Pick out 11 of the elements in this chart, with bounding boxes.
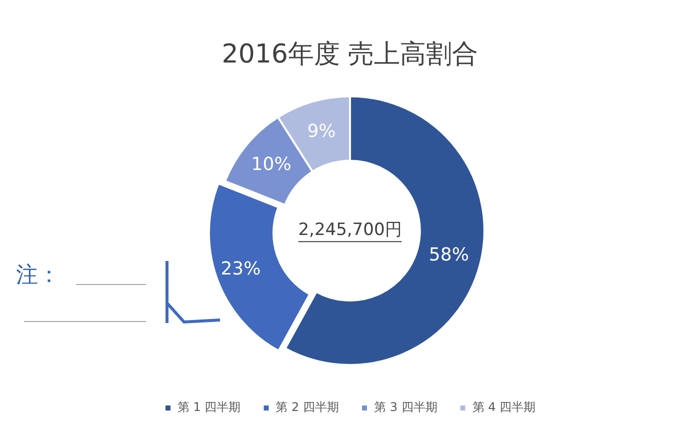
data-label: 10% <box>251 154 292 176</box>
text: 注： <box>16 262 60 290</box>
legend-label: 第 4 四半期 <box>472 400 536 414</box>
data-label: 23% <box>220 258 261 280</box>
legend-label: 第 1 四半期 <box>177 400 241 414</box>
data-label: 9% <box>307 121 336 142</box>
text: 2,245,700円 <box>298 220 402 240</box>
chart-title: 2016年度 売上高割合 <box>222 39 478 70</box>
legend-label: 第 2 四半期 <box>276 400 339 414</box>
data-label: 58% <box>428 244 469 266</box>
legend-label: 第 3 四半期 <box>374 400 438 414</box>
